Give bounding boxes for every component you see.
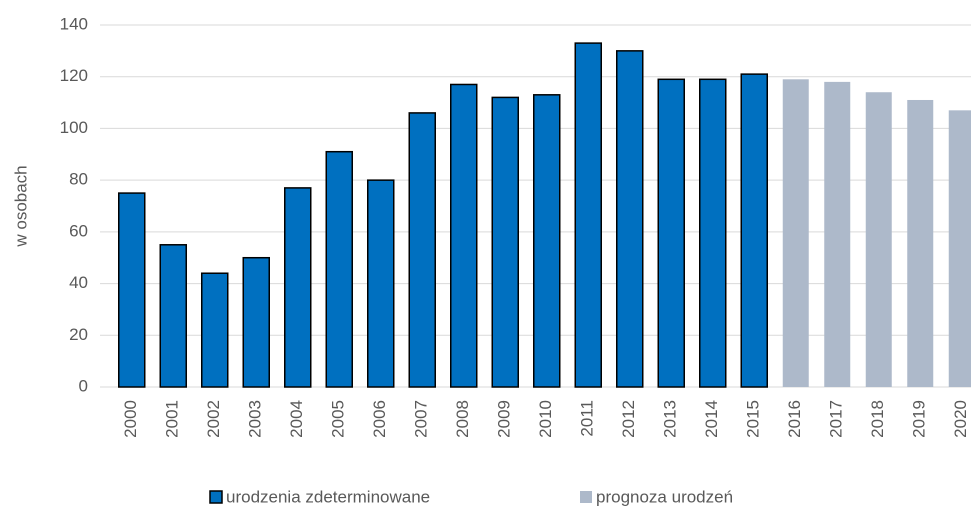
bar xyxy=(907,99,934,387)
bar xyxy=(699,78,727,388)
legend-swatch xyxy=(209,490,223,504)
bar xyxy=(782,79,809,388)
x-tick-label: 2009 xyxy=(495,400,514,438)
y-tick-label: 0 xyxy=(79,376,88,395)
x-tick-label: 2019 xyxy=(910,400,929,438)
y-tick-label: 40 xyxy=(69,273,88,292)
x-tick-label: 2018 xyxy=(868,400,887,438)
bar xyxy=(325,150,353,388)
bar xyxy=(865,92,892,387)
bar xyxy=(824,81,851,387)
bar xyxy=(367,179,395,388)
x-tick-label: 2011 xyxy=(578,400,597,437)
x-tick-label: 2012 xyxy=(619,400,638,438)
bar xyxy=(574,42,602,388)
x-tick-label: 2002 xyxy=(204,400,223,438)
y-tick-label: 60 xyxy=(69,221,88,240)
x-tick-label: 2013 xyxy=(661,400,680,438)
bar xyxy=(159,244,187,388)
x-tick-label: 2006 xyxy=(370,400,389,438)
legend-label: prognoza urodzeń xyxy=(596,487,733,506)
x-tick-label: 2008 xyxy=(453,400,472,438)
x-tick-label: 2003 xyxy=(246,400,265,438)
bar xyxy=(948,110,971,387)
bar xyxy=(616,50,644,388)
x-tick-label: 2017 xyxy=(827,400,846,438)
x-tick-label: 2020 xyxy=(951,400,970,438)
bar xyxy=(242,256,270,388)
bar xyxy=(450,83,478,388)
bar xyxy=(491,96,519,388)
y-tick-label: 120 xyxy=(60,66,88,85)
x-tick-label: 2015 xyxy=(744,400,763,438)
x-tick-label: 2000 xyxy=(121,400,140,438)
x-tick-label: 2010 xyxy=(536,400,555,438)
y-tick-label: 80 xyxy=(69,170,88,189)
bar xyxy=(533,94,561,388)
x-tick-label: 2005 xyxy=(329,400,348,438)
y-tick-label: 140 xyxy=(60,14,88,33)
bar xyxy=(284,187,312,388)
y-tick-label: 100 xyxy=(60,118,88,137)
bar xyxy=(657,78,685,388)
x-tick-label: 2007 xyxy=(412,400,431,438)
y-axis-label: w osobach xyxy=(11,165,30,247)
x-tick-label: 2016 xyxy=(785,400,804,438)
bar xyxy=(201,272,229,388)
bar xyxy=(740,73,768,388)
bar xyxy=(408,112,436,388)
legend-label: urodzenia zdeterminowane xyxy=(226,487,430,506)
x-tick-label: 2004 xyxy=(287,400,306,438)
bar xyxy=(118,192,146,388)
x-tick-label: 2001 xyxy=(163,400,182,438)
y-tick-label: 20 xyxy=(69,325,88,344)
legend-swatch xyxy=(580,491,592,503)
x-tick-label: 2014 xyxy=(702,400,721,438)
